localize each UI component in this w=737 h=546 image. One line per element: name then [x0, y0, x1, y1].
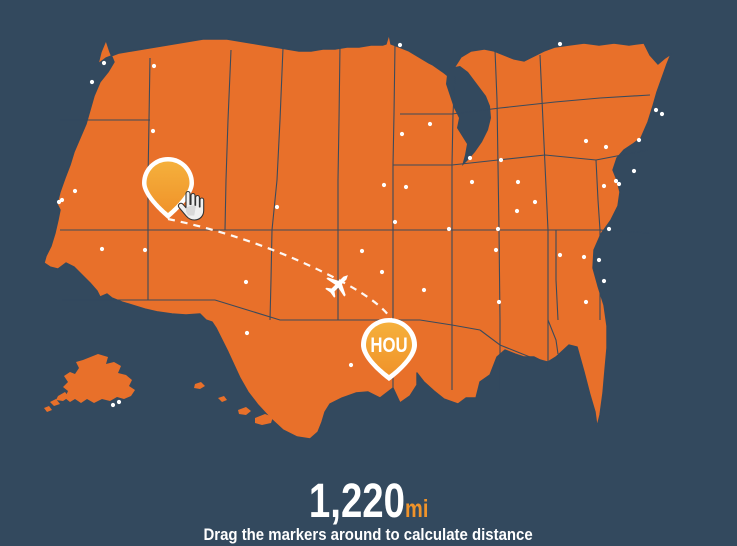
svg-text:HOU: HOU [370, 334, 407, 357]
